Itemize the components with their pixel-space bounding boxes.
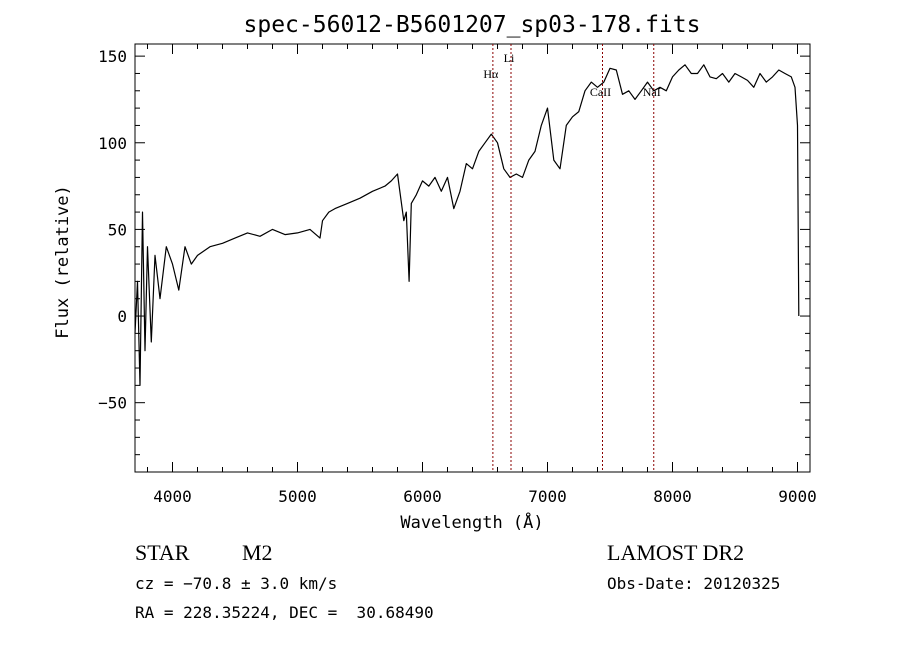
x-tick-label: 7000 (528, 487, 567, 506)
y-tick-label: 50 (108, 220, 127, 239)
y-tick-label: 100 (98, 134, 127, 153)
marker-label: CaII (590, 85, 611, 99)
y-axis: −50 0 50 100 150 (98, 47, 810, 473)
marker-label: Li (504, 51, 515, 65)
line-markers: Hα Li CaII NaI (483, 44, 661, 472)
marker-label: Hα (483, 67, 499, 81)
x-axis-label: Wavelength (Å) (400, 511, 543, 533)
y-tick-label: −50 (98, 394, 127, 413)
object-subclass: M2 (242, 540, 273, 565)
x-axis: 4000 5000 6000 7000 8000 9000 (147, 44, 817, 506)
y-tick-label: 0 (117, 307, 127, 326)
survey-name: LAMOST DR2 (607, 540, 745, 565)
x-tick-label: 9000 (778, 487, 817, 506)
plot-frame (134, 43, 811, 473)
marker-label: NaI (643, 85, 661, 99)
redshift-cz: cz = −70.8 ± 3.0 km/s (135, 574, 338, 593)
x-tick-label: 8000 (653, 487, 692, 506)
plot-area (134, 43, 811, 473)
y-tick-label: 150 (98, 47, 127, 66)
ra-dec: RA = 228.35224, DEC = 30.68490 (135, 603, 434, 622)
x-tick-label: 6000 (403, 487, 442, 506)
y-axis-label: Flux (relative) (53, 185, 73, 339)
obs-date: Obs-Date: 20120325 (607, 574, 781, 593)
x-tick-label: 5000 (278, 487, 317, 506)
x-tick-label: 4000 (153, 487, 192, 506)
object-class: STAR (135, 540, 190, 565)
chart-title: spec-56012-B5601207_sp03-178.fits (244, 12, 701, 38)
spectrum-line (134, 64, 800, 386)
